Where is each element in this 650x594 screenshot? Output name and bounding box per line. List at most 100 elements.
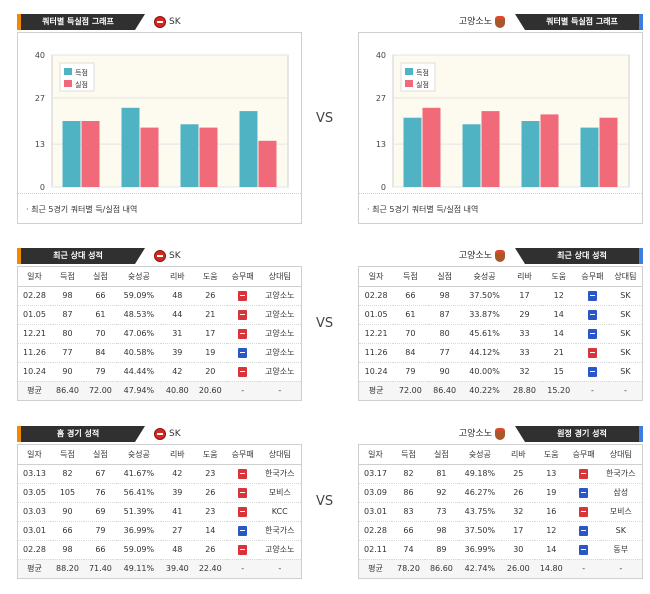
- column-header: 도움: [193, 267, 227, 287]
- home-table-box-sk: 일자 득점 실점 슛성공 리바 도움 승무패 상대팀 03.13 82 67 41.67% 42 23 한…: [17, 444, 302, 579]
- table-cell: 01.05: [359, 305, 394, 325]
- table-cell: 33: [507, 343, 542, 363]
- tab-away-record-sono[interactable]: 원정 경기 성적: [515, 426, 643, 442]
- column-header: 상대팀: [258, 267, 301, 287]
- win-badge-icon: [587, 328, 597, 339]
- bar-scored: [62, 121, 81, 187]
- average-cell: -: [608, 381, 642, 400]
- average-cell: 86.60: [424, 559, 458, 578]
- recent-header-sono: 고양소노 최근 상대 성적: [358, 246, 643, 266]
- table-row: 03.01 66 79 36.99% 27 14 한국가스: [18, 521, 301, 541]
- team-label-sono: 고양소노: [459, 249, 505, 263]
- legend-label: 실점: [75, 80, 88, 89]
- divider: [359, 193, 642, 194]
- table-cell: 10.24: [18, 362, 51, 382]
- bar-scored: [580, 127, 599, 187]
- chart-header-sono: 고양소노 쿼터별 득실점 그래프: [358, 12, 643, 32]
- sono-logo-icon: [495, 250, 505, 262]
- table-cell: 45.61%: [461, 324, 508, 344]
- column-header: 리바: [501, 445, 535, 465]
- column-header: 슛성공: [116, 445, 161, 465]
- team-label-sk: SK: [154, 427, 181, 441]
- result-cell: [575, 362, 609, 382]
- table-cell: SK: [608, 305, 642, 325]
- table-cell: 43.75%: [457, 502, 502, 522]
- table-header-row: 일자 득점 실점 슛성공 리바 도움 승무패 상대팀: [359, 445, 642, 465]
- table-cell: 66: [83, 286, 117, 306]
- average-cell: 72.00: [393, 381, 428, 400]
- tab-quarter-chart-sk[interactable]: 쿼터별 득실점 그래프: [17, 14, 145, 30]
- chart-note-sono: · 최근 5경기 쿼터별 득/실점 내역: [367, 205, 479, 214]
- table-cell: 32: [507, 362, 542, 382]
- tab-quarter-chart-sono[interactable]: 쿼터별 득실점 그래프: [515, 14, 643, 30]
- x-tick-label: 4Q: [594, 192, 605, 193]
- away-table-sono: 일자 득점 실점 슛성공 리바 도움 승무패 상대팀 03.17 82 81 49.18% 25 13 한…: [359, 445, 642, 578]
- lose-badge-icon: [238, 487, 248, 498]
- average-cell: 49.11%: [116, 559, 161, 578]
- column-header: 승무패: [575, 267, 609, 287]
- average-cell: 22.40: [193, 559, 227, 578]
- table-cell: 19: [193, 343, 227, 363]
- legend-swatch: [405, 68, 413, 75]
- average-cell: 86.40: [50, 381, 84, 400]
- table-cell: 26: [193, 286, 227, 306]
- table-cell: 40.00%: [461, 362, 508, 382]
- legend-box: [59, 62, 95, 92]
- average-cell: 47.94%: [116, 381, 161, 400]
- table-row: 12.21 70 80 45.61% 33 14 SK: [359, 324, 642, 344]
- column-header: 일자: [359, 445, 392, 465]
- table-cell: 26: [193, 483, 227, 503]
- table-cell: 삼성: [599, 483, 642, 503]
- x-tick-label: 1Q: [417, 192, 428, 193]
- x-tick-label: 3Q: [535, 192, 546, 193]
- table-cell: 31: [160, 324, 194, 344]
- table-cell: 90: [50, 502, 84, 522]
- tab-recent-record-sk[interactable]: 최근 상대 성적: [17, 248, 145, 264]
- table-cell: 59.09%: [116, 286, 161, 306]
- average-row: 평균 86.40 72.00 47.94% 40.80 20.60- -: [18, 381, 301, 400]
- table-row: 03.03 90 69 51.39% 41 23 KCC: [18, 502, 301, 522]
- table-cell: 47.06%: [116, 324, 161, 344]
- table-cell: SK: [608, 343, 642, 363]
- table-cell: 11.26: [359, 343, 394, 363]
- table-cell: 37.50%: [457, 521, 502, 541]
- recent-table-box-sono: 일자 득점 실점 슛성공 리바 도움 승무패 상대팀 02.28 66 98 37.50% 17 12 S…: [358, 266, 643, 401]
- tab-home-record-sk[interactable]: 홈 경기 성적: [17, 426, 145, 442]
- table-cell: 17: [501, 521, 535, 541]
- table-cell: 20: [193, 362, 227, 382]
- table-cell: 90: [427, 362, 462, 382]
- y-tick-label: 40: [35, 51, 45, 60]
- bar-scored: [462, 124, 481, 187]
- table-cell: 73: [424, 502, 458, 522]
- result-cell: [226, 343, 259, 363]
- home-header-sk: 홈 경기 성적 SK: [17, 424, 302, 444]
- table-cell: 44.44%: [116, 362, 161, 382]
- table-cell: 98: [50, 286, 84, 306]
- column-header: 일자: [18, 267, 51, 287]
- tab-recent-record-sono[interactable]: 최근 상대 성적: [515, 248, 643, 264]
- lose-badge-icon: [238, 309, 248, 320]
- column-header: 리바: [507, 267, 542, 287]
- table-cell: 44.12%: [461, 343, 508, 363]
- table-cell: 39: [160, 343, 194, 363]
- bar-allowed: [258, 140, 277, 187]
- bar-scored: [121, 107, 140, 187]
- result-cell: [226, 483, 259, 503]
- table-cell: 66: [50, 521, 84, 541]
- y-tick-label: 0: [381, 183, 386, 192]
- recent-table-box-sk: 일자 득점 실점 슛성공 리바 도움 승무패 상대팀 02.28 98 66 59.09% 48 26 고…: [17, 266, 302, 401]
- win-badge-icon: [579, 544, 589, 555]
- column-header: 득점: [50, 445, 84, 465]
- recent-table-sono: 일자 득점 실점 슛성공 리바 도움 승무패 상대팀 02.28 66 98 37.50% 17 12 S…: [359, 267, 642, 400]
- result-cell: [226, 362, 259, 382]
- x-tick-label: 3Q: [194, 192, 205, 193]
- result-cell: [226, 540, 259, 560]
- table-cell: 66: [83, 540, 117, 560]
- table-cell: 40.58%: [116, 343, 161, 363]
- table-cell: 고양소노: [258, 286, 301, 306]
- table-cell: 98: [424, 521, 458, 541]
- table-cell: 33: [507, 324, 542, 344]
- table-cell: 17: [193, 324, 227, 344]
